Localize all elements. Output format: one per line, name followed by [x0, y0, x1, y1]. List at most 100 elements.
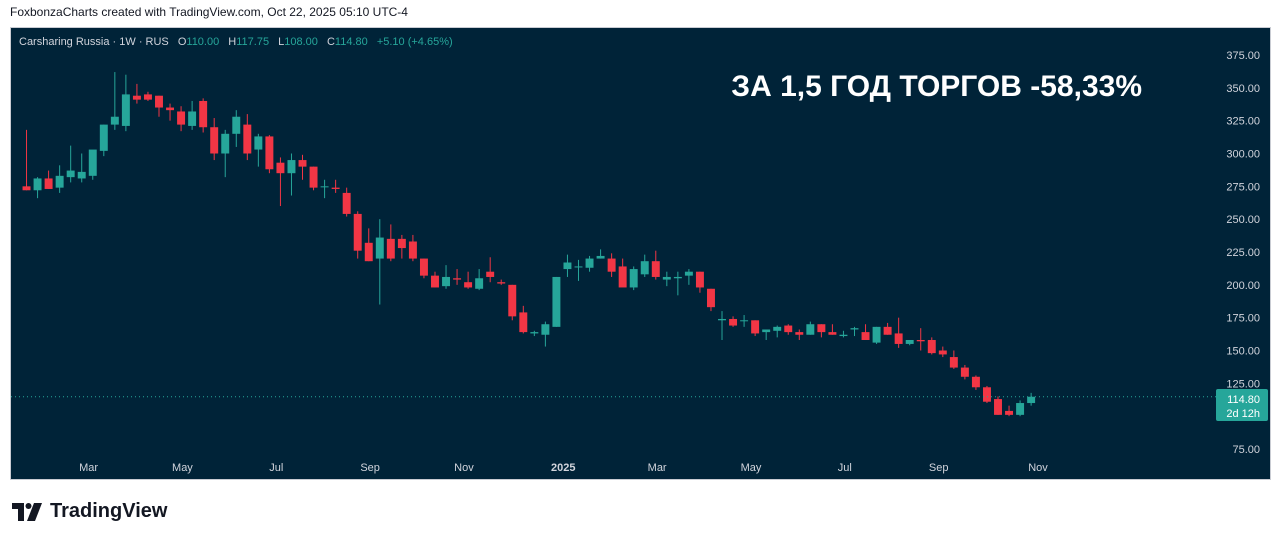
candle[interactable] — [960, 364, 969, 380]
candle[interactable] — [795, 329, 804, 340]
candle[interactable] — [828, 324, 837, 335]
candle-body — [872, 326, 881, 343]
candle[interactable] — [563, 254, 572, 277]
candle[interactable] — [607, 253, 616, 277]
candle[interactable] — [331, 179, 340, 193]
candle[interactable] — [486, 257, 495, 283]
candle[interactable] — [276, 157, 285, 207]
candlestick-chart[interactable]: 375.00 350.00 325.00 300.00 275.00 250.00 225.… — [11, 28, 1270, 479]
candle[interactable] — [673, 271, 682, 296]
candle[interactable] — [695, 271, 704, 293]
candle[interactable] — [773, 325, 782, 338]
candle[interactable] — [707, 288, 715, 312]
candle[interactable] — [155, 95, 163, 117]
candle[interactable] — [927, 337, 936, 355]
candle[interactable] — [905, 339, 914, 346]
candle[interactable] — [375, 219, 384, 305]
candle[interactable] — [99, 124, 108, 157]
candle[interactable] — [740, 315, 749, 327]
candle[interactable] — [453, 269, 462, 285]
candle[interactable] — [464, 271, 473, 289]
candle[interactable] — [44, 170, 53, 189]
candle[interactable] — [1005, 405, 1014, 417]
candle[interactable] — [254, 133, 263, 167]
candle[interactable] — [883, 322, 892, 335]
candle[interactable] — [751, 320, 760, 337]
candle[interactable] — [530, 330, 539, 337]
candle[interactable] — [166, 103, 175, 121]
candle[interactable] — [265, 135, 274, 174]
candle[interactable] — [121, 74, 130, 132]
candle[interactable] — [662, 271, 671, 287]
candle[interactable] — [419, 258, 428, 279]
candle[interactable] — [994, 396, 1002, 415]
candle[interactable] — [77, 153, 86, 183]
candle[interactable] — [210, 118, 219, 161]
price-axis[interactable]: 375.00 350.00 325.00 300.00 275.00 250.00 225.… — [1226, 50, 1260, 456]
candle[interactable] — [298, 154, 307, 180]
candle[interactable] — [784, 324, 793, 335]
candle[interactable] — [872, 326, 881, 344]
candle[interactable] — [143, 91, 152, 101]
candle[interactable] — [110, 72, 119, 130]
candle[interactable] — [541, 321, 550, 347]
candle[interactable] — [894, 317, 903, 348]
candle[interactable] — [938, 346, 947, 358]
candle[interactable] — [353, 211, 362, 259]
candle[interactable] — [431, 271, 439, 288]
candle[interactable] — [949, 350, 958, 369]
candle[interactable] — [850, 326, 859, 337]
candle[interactable] — [408, 234, 417, 262]
candle[interactable] — [243, 114, 252, 161]
candle[interactable] — [221, 129, 230, 178]
candle[interactable] — [364, 228, 373, 262]
candle-body — [232, 116, 241, 134]
candle[interactable] — [88, 149, 97, 180]
time-axis[interactable]: Mar May Jul Sep Nov 2025 Mar May Jul Sep Nov — [79, 462, 1048, 474]
candle[interactable] — [629, 266, 638, 291]
candle[interactable] — [718, 311, 726, 340]
candle[interactable] — [651, 250, 660, 280]
candle-body — [453, 278, 462, 280]
candle[interactable] — [1016, 400, 1025, 417]
candle[interactable] — [684, 269, 693, 285]
candle[interactable] — [287, 153, 296, 196]
candle[interactable] — [188, 100, 197, 130]
candle[interactable] — [397, 234, 406, 259]
candle[interactable] — [1027, 392, 1036, 406]
candle[interactable] — [574, 259, 583, 281]
chart-panel[interactable]: 375.00 350.00 325.00 300.00 275.00 250.00 225.… — [10, 27, 1271, 480]
candle[interactable] — [199, 98, 208, 133]
candle[interactable] — [132, 83, 141, 104]
tradingview-logo[interactable]: TradingView — [12, 500, 167, 523]
candle[interactable] — [982, 385, 991, 404]
candle[interactable] — [585, 255, 594, 272]
candle[interactable] — [519, 305, 528, 334]
candle[interactable] — [839, 330, 848, 338]
candle[interactable] — [342, 187, 351, 217]
candle[interactable] — [618, 258, 627, 288]
candle[interactable] — [232, 110, 241, 147]
candle[interactable] — [309, 166, 318, 191]
candle[interactable] — [861, 324, 870, 340]
candle[interactable] — [497, 279, 506, 285]
candle[interactable] — [320, 179, 329, 199]
candle[interactable] — [508, 284, 517, 321]
candle[interactable] — [762, 329, 771, 340]
candle[interactable] — [66, 145, 75, 183]
candle[interactable] — [596, 249, 605, 259]
candle[interactable] — [971, 375, 980, 390]
candle[interactable] — [806, 321, 815, 335]
candle[interactable] — [916, 328, 925, 351]
candle[interactable] — [442, 265, 450, 289]
candle[interactable] — [177, 106, 186, 132]
candle[interactable] — [729, 316, 738, 327]
candle[interactable] — [640, 254, 649, 277]
candle[interactable] — [475, 269, 484, 291]
candle[interactable] — [22, 129, 31, 191]
candle[interactable] — [33, 177, 42, 199]
candle[interactable] — [817, 324, 826, 338]
candle[interactable] — [386, 224, 395, 262]
candle[interactable] — [552, 276, 561, 327]
candle[interactable] — [55, 165, 64, 193]
